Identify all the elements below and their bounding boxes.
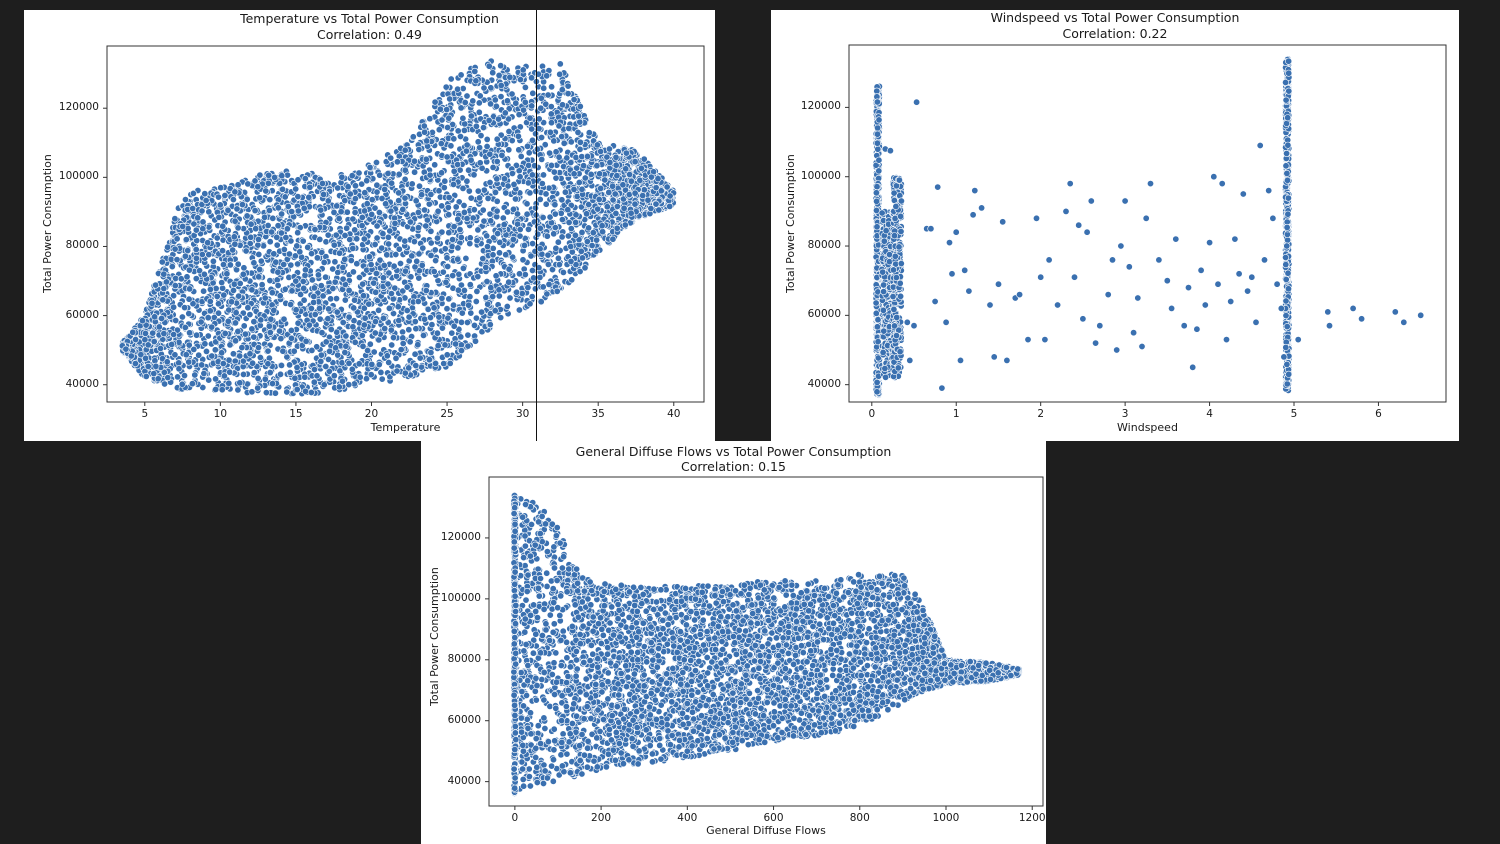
x-tick-label: 35	[591, 408, 605, 420]
x-tick-label: 40	[667, 408, 681, 420]
x-tick-label: 600	[763, 812, 784, 824]
y-tick-label: 80000	[65, 239, 99, 252]
scatter-plot-temperature	[103, 45, 705, 406]
x-tick-label: 400	[677, 812, 698, 824]
y-tick-label: 100000	[800, 169, 841, 182]
x-tick-label: 1200	[1018, 812, 1046, 824]
x-tick-label: 10	[213, 408, 228, 420]
chart-subtitle: Correlation: 0.49	[317, 27, 422, 42]
chart-title: Windspeed vs Total Power Consumption	[990, 10, 1240, 25]
x-tick-label: 800	[849, 812, 870, 824]
y-tick-label: 60000	[807, 308, 841, 321]
y-tick-label: 100000	[58, 170, 99, 183]
x-tick-label: 25	[440, 408, 454, 420]
x-tick-label: 15	[289, 408, 303, 420]
chart-subtitle: Correlation: 0.15	[681, 459, 786, 474]
y-tick-label: 120000	[58, 101, 99, 114]
x-tick-label: 1000	[932, 812, 960, 824]
y-tick-label: 40000	[807, 377, 841, 390]
x-tick-label: 4	[1206, 408, 1213, 420]
chart-panel-windspeed: Windspeed vs Total Power Consumption Cor…	[771, 10, 1459, 441]
y-tick-label: 80000	[807, 239, 841, 252]
x-tick-label: 20	[364, 408, 379, 420]
plot-frame	[848, 44, 1447, 403]
chart-panel-diffuse-flows: General Diffuse Flows vs Total Power Con…	[421, 441, 1046, 844]
y-tick-label: 40000	[447, 774, 481, 787]
y-tick-label: 80000	[447, 652, 481, 665]
data-points	[510, 491, 1023, 797]
x-tick-label: 5	[141, 408, 149, 420]
x-axis-label: Windspeed	[1117, 421, 1178, 434]
y-tick-label: 120000	[800, 100, 841, 113]
x-tick-label: 0	[868, 408, 876, 420]
chart-title: Temperature vs Total Power Consumption	[240, 11, 499, 26]
x-tick-label: 30	[515, 408, 530, 420]
y-tick-label: 60000	[447, 713, 481, 726]
plot-frame	[488, 476, 1044, 807]
scatter-plot-diffuse-flows	[485, 476, 1044, 810]
chart-panel-temperature: Temperature vs Total Power Consumption C…	[24, 10, 715, 441]
data-points	[872, 55, 1425, 399]
x-tick-label: 1	[952, 408, 960, 420]
x-axis-label: General Diffuse Flows	[706, 824, 826, 837]
x-axis-label: Temperature	[370, 421, 441, 434]
x-tick-label: 6	[1375, 408, 1382, 420]
y-tick-label: 40000	[65, 377, 99, 390]
x-tick-label: 200	[591, 812, 612, 824]
plot-frame	[106, 45, 705, 403]
y-axis-label: Total Power Consumption	[428, 567, 441, 706]
x-tick-label: 2	[1037, 408, 1045, 420]
x-tick-label: 0	[511, 812, 519, 824]
y-tick-label: 100000	[440, 591, 481, 604]
scatter-plot-windspeed	[845, 44, 1447, 406]
y-tick-label: 60000	[65, 308, 99, 321]
cursor-line	[536, 10, 537, 441]
y-tick-label: 120000	[440, 530, 481, 543]
chart-subtitle: Correlation: 0.22	[1062, 26, 1168, 41]
data-points	[118, 57, 678, 398]
chart-title: General Diffuse Flows vs Total Power Con…	[575, 444, 892, 459]
x-tick-label: 5	[1290, 408, 1298, 420]
x-tick-label: 3	[1121, 408, 1129, 420]
